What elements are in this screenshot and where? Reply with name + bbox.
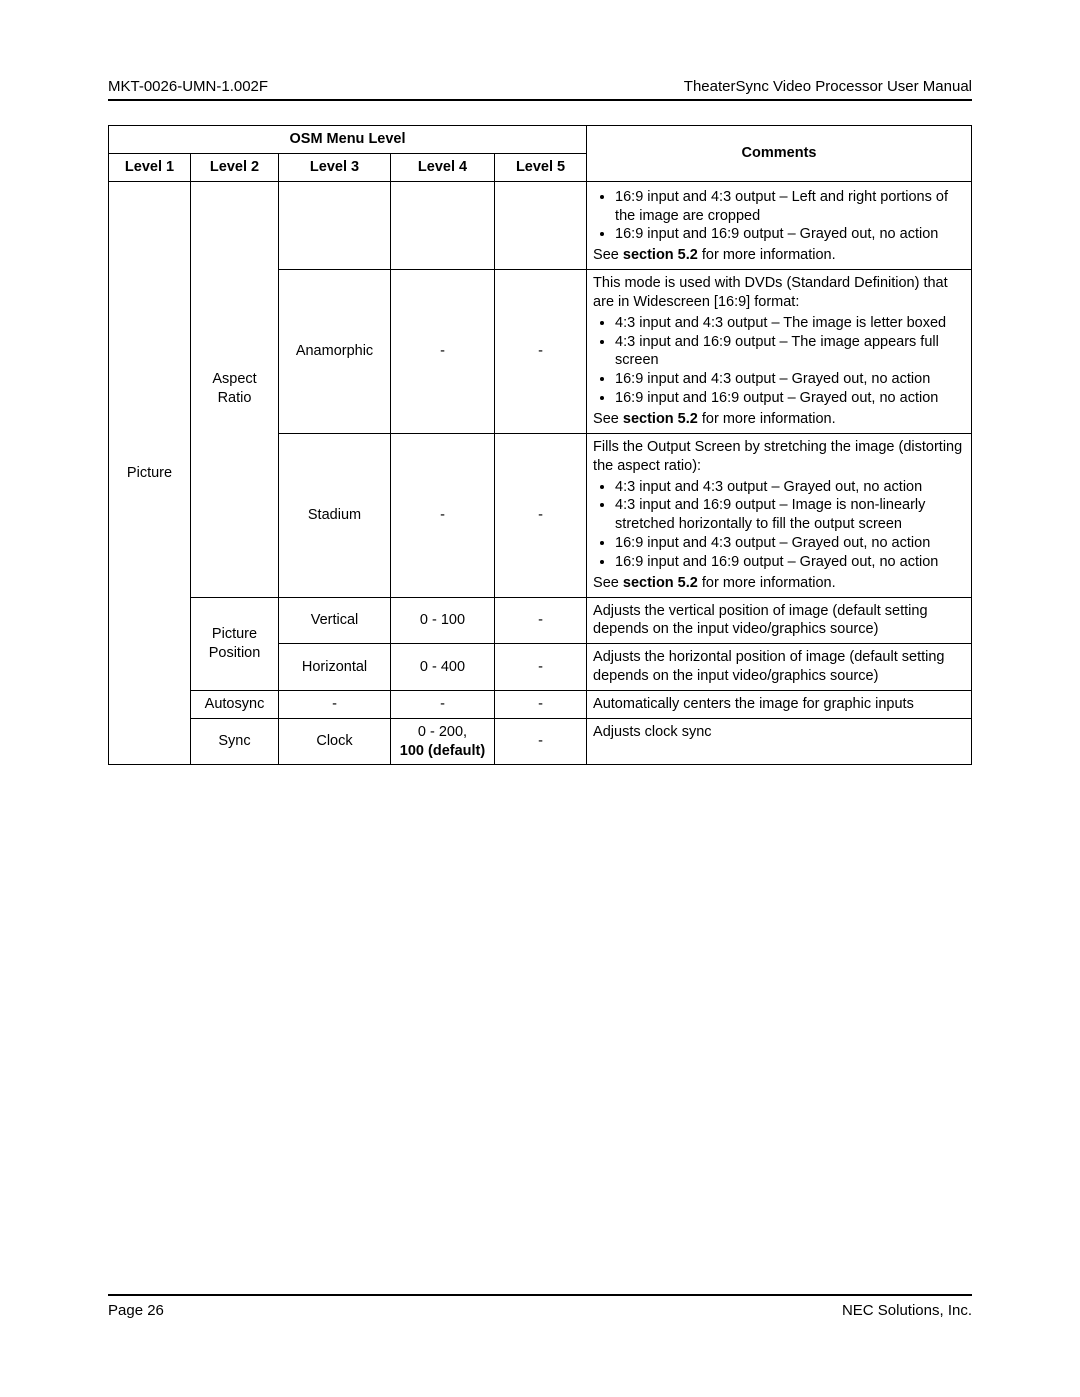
cell-level4: 0 - 200, 100 (default) [391, 718, 495, 765]
cell-level5: - [495, 597, 587, 644]
comments-bullets: 4:3 input and 4:3 output – Grayed out, n… [593, 478, 965, 572]
cell-comments: Adjusts the horizontal position of image… [587, 644, 972, 691]
comments-tail: See section 5.2 for more information. [593, 247, 836, 263]
bullet-item: 4:3 input and 16:9 output – The image ap… [615, 333, 965, 371]
col-level2: Level 2 [191, 153, 279, 181]
col-level5: Level 5 [495, 153, 587, 181]
cell-level2: Autosync [191, 690, 279, 718]
comments-tail: See section 5.2 for more information. [593, 411, 836, 427]
page-footer: Page 26 NEC Solutions, Inc. [108, 1294, 972, 1319]
bullet-item: 16:9 input and 16:9 output – Grayed out,… [615, 389, 965, 408]
cell-level2: Aspect Ratio [191, 181, 279, 597]
bullet-item: 16:9 input and 16:9 output – Grayed out,… [615, 553, 965, 572]
cell-comments: Automatically centers the image for grap… [587, 690, 972, 718]
comments-intro: Fills the Output Screen by stretching th… [593, 438, 965, 476]
super-header-right: Comments [587, 126, 972, 182]
cell-level5 [495, 181, 587, 269]
doc-id: MKT-0026-UMN-1.002F [108, 78, 268, 95]
cell-level5: - [495, 433, 587, 597]
bullet-item: 4:3 input and 16:9 output – Image is non… [615, 496, 965, 534]
table-row: Sync Clock 0 - 200, 100 (default) - Adju… [109, 718, 972, 765]
col-level3: Level 3 [279, 153, 391, 181]
comments-bullets: 16:9 input and 4:3 output – Left and rig… [593, 188, 965, 245]
cell-level2: Picture Position [191, 597, 279, 690]
cell-level3: Anamorphic [279, 270, 391, 434]
company-name: NEC Solutions, Inc. [842, 1302, 972, 1319]
doc-title: TheaterSync Video Processor User Manual [684, 78, 972, 95]
bullet-item: 16:9 input and 4:3 output – Grayed out, … [615, 370, 965, 389]
cell-comments: Adjusts clock sync [587, 718, 972, 765]
cell-level5: - [495, 270, 587, 434]
cell-comments: Adjusts the vertical position of image (… [587, 597, 972, 644]
bullet-item: 4:3 input and 4:3 output – The image is … [615, 314, 965, 333]
page-header: MKT-0026-UMN-1.002F TheaterSync Video Pr… [108, 78, 972, 101]
cell-level5: - [495, 690, 587, 718]
cell-level4: - [391, 690, 495, 718]
cell-comments: This mode is used with DVDs (Standard De… [587, 270, 972, 434]
table-row: Picture Aspect Ratio 16:9 input and 4:3 … [109, 181, 972, 269]
col-level4: Level 4 [391, 153, 495, 181]
cell-comments: Fills the Output Screen by stretching th… [587, 433, 972, 597]
bullet-item: 4:3 input and 4:3 output – Grayed out, n… [615, 478, 965, 497]
cell-level5: - [495, 644, 587, 691]
osm-menu-table: OSM Menu Level Comments Level 1 Level 2 … [108, 125, 972, 765]
cell-level4 [391, 181, 495, 269]
bullet-item: 16:9 input and 4:3 output – Grayed out, … [615, 534, 965, 553]
bullet-item: 16:9 input and 16:9 output – Grayed out,… [615, 225, 965, 244]
cell-level3 [279, 181, 391, 269]
cell-level3: Stadium [279, 433, 391, 597]
cell-level4: - [391, 433, 495, 597]
cell-level5: - [495, 718, 587, 765]
cell-level2: Sync [191, 718, 279, 765]
super-header-left: OSM Menu Level [109, 126, 587, 154]
cell-level3: Clock [279, 718, 391, 765]
cell-level3: - [279, 690, 391, 718]
table-row: Picture Position Vertical 0 - 100 - Adju… [109, 597, 972, 644]
cell-comments: 16:9 input and 4:3 output – Left and rig… [587, 181, 972, 269]
comments-bullets: 4:3 input and 4:3 output – The image is … [593, 314, 965, 408]
cell-level3: Vertical [279, 597, 391, 644]
table-row: Autosync - - - Automatically centers the… [109, 690, 972, 718]
bullet-item: 16:9 input and 4:3 output – Left and rig… [615, 188, 965, 226]
comments-intro: This mode is used with DVDs (Standard De… [593, 274, 965, 312]
cell-level1: Picture [109, 181, 191, 765]
cell-level4: - [391, 270, 495, 434]
comments-tail: See section 5.2 for more information. [593, 575, 836, 591]
col-level1: Level 1 [109, 153, 191, 181]
cell-level4: 0 - 100 [391, 597, 495, 644]
cell-level3: Horizontal [279, 644, 391, 691]
page-number: Page 26 [108, 1302, 164, 1319]
table-super-header-row: OSM Menu Level Comments [109, 126, 972, 154]
cell-level4: 0 - 400 [391, 644, 495, 691]
